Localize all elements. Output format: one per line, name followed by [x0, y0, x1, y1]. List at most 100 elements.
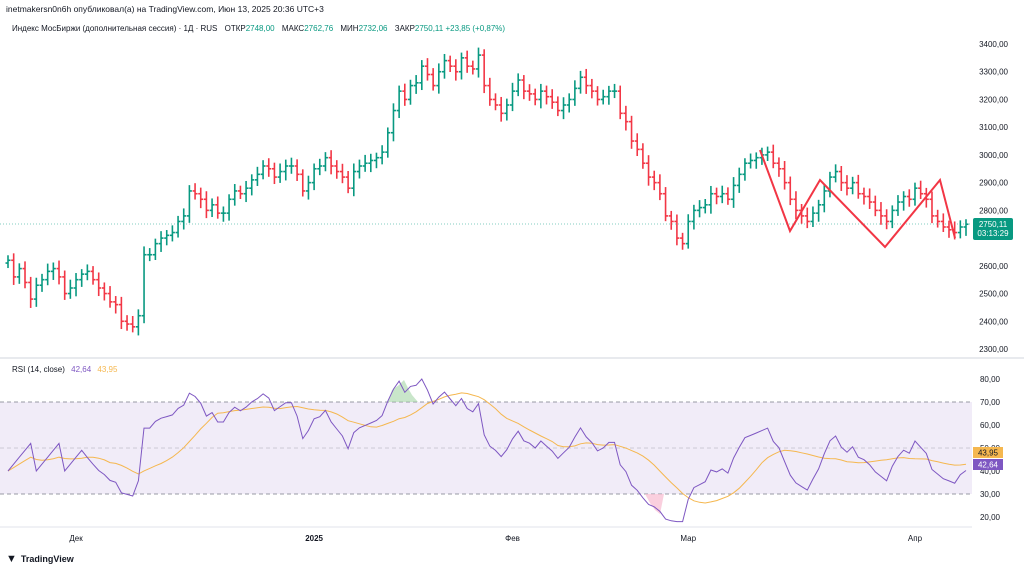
ohlc-bar	[249, 174, 255, 196]
close-label: ЗАКР	[394, 24, 415, 33]
ohlc-bar	[141, 246, 147, 324]
ohlc-bar	[96, 272, 102, 297]
ohlc-bar	[719, 185, 725, 204]
price-tick-label: 2800,00	[979, 206, 1008, 215]
ohlc-bar	[62, 270, 68, 300]
rsi-tick-label: 30,00	[980, 490, 1001, 499]
ohlc-bar	[152, 238, 158, 260]
change-value: +23,85 (+0,87%)	[445, 24, 506, 33]
ohlc-bar	[101, 282, 107, 301]
ohlc-bar	[651, 170, 657, 191]
ohlc-bar	[107, 286, 113, 308]
ohlc-bar	[334, 160, 340, 179]
zigzag-annotation	[759, 149, 956, 249]
ohlc-bar	[113, 296, 119, 314]
ohlc-bar	[84, 264, 90, 281]
ohlc-bar	[130, 316, 136, 333]
ohlc-bar	[674, 214, 680, 246]
ohlc-bar	[753, 152, 759, 169]
ohlc-bar	[821, 184, 827, 213]
ohlc-bar	[67, 279, 73, 299]
rsi-tick-label: 20,00	[980, 513, 1001, 522]
ohlc-bar	[243, 180, 249, 203]
ohlc-bar	[356, 159, 362, 179]
ohlc-bar	[736, 167, 742, 193]
time-tick-label: 2025	[305, 534, 323, 543]
ohlc-bar	[373, 152, 379, 169]
ohlc-bar	[912, 182, 918, 206]
ohlc-bar	[362, 154, 368, 172]
ohlc-bar	[895, 195, 901, 216]
ohlc-bar	[702, 198, 708, 214]
ohlc-bar	[867, 188, 873, 209]
ohlc-bar	[583, 68, 589, 94]
rsi-overbought-fill	[388, 380, 418, 402]
ohlc-bar	[646, 155, 652, 186]
ohlc-bar	[232, 184, 238, 206]
ohlc-bar	[844, 175, 850, 196]
ohlc-bar	[470, 60, 476, 75]
ohlc-bar	[901, 191, 907, 211]
ohlc-bar	[889, 205, 895, 229]
instrument-title: Индекс МосБиржи (дополнительная сессия) …	[12, 24, 218, 33]
footer-brand-label: TradingView	[20, 554, 74, 564]
ohlc-bar	[861, 187, 867, 205]
rsi-tick-label: 80,00	[980, 375, 1001, 384]
ohlc-bar	[56, 260, 62, 285]
ohlc-bar	[305, 175, 311, 200]
ohlc-bar	[685, 214, 691, 249]
footer-brand[interactable]: ▼ TradingView	[6, 553, 74, 565]
ohlc-bar	[906, 189, 912, 207]
ohlc-bar	[413, 75, 419, 94]
rsi-line	[7, 378, 967, 523]
ohlc-bar	[164, 230, 170, 246]
ohlc-bar	[731, 177, 737, 208]
high-label: МАКС	[281, 24, 305, 33]
ohlc-bar	[181, 208, 187, 230]
ohlc-bar	[804, 207, 810, 229]
instrument-legend: Индекс МосБиржи (дополнительная сессия) …	[12, 24, 505, 33]
ohlc-bar	[725, 187, 731, 205]
ohlc-bar	[345, 170, 351, 194]
ohlc-bar	[940, 213, 946, 232]
rsi-ma-line	[7, 392, 967, 504]
ohlc-bar	[464, 50, 470, 73]
price-bars	[5, 47, 969, 336]
ohlc-bar	[606, 85, 612, 105]
ohlc-bar	[487, 77, 493, 106]
ohlc-bar	[79, 269, 85, 287]
price-tick-label: 2500,00	[979, 290, 1008, 299]
ohlc-bar	[935, 209, 941, 228]
ohlc-bar	[186, 185, 192, 223]
ohlc-bar	[918, 180, 924, 199]
ohlc-bar	[402, 83, 408, 106]
ohlc-bar	[623, 105, 629, 131]
ohlc-bar	[90, 266, 96, 285]
ohlc-bar	[838, 166, 844, 191]
ohlc-bar	[640, 143, 646, 169]
ohlc-bar	[697, 200, 703, 218]
ohlc-bar	[328, 150, 334, 175]
rsi-ma-badge: 43,95	[973, 447, 1003, 458]
ohlc-bar	[833, 164, 839, 183]
ohlc-bar	[555, 96, 561, 117]
ohlc-bar	[521, 75, 527, 100]
ohlc-bar	[657, 174, 663, 201]
ohlc-bar	[351, 163, 357, 197]
ohlc-bar	[714, 187, 720, 205]
open-value: 2748,00	[245, 24, 275, 33]
rsi-badge: 42,64	[973, 459, 1003, 470]
low-label: МИН	[340, 24, 359, 33]
ohlc-bar	[946, 220, 952, 238]
ohlc-bar	[441, 53, 447, 79]
ohlc-bar	[578, 70, 584, 94]
ohlc-bar	[458, 52, 464, 80]
rsi-tick-label: 40,00	[980, 467, 1001, 476]
ohlc-bar	[379, 145, 385, 165]
ohlc-bar	[339, 163, 345, 184]
rsi-ma-badge-value: 43,95	[978, 449, 999, 458]
ohlc-bar	[532, 88, 538, 106]
ohlc-bar	[629, 115, 635, 149]
ohlc-bar	[748, 153, 754, 169]
